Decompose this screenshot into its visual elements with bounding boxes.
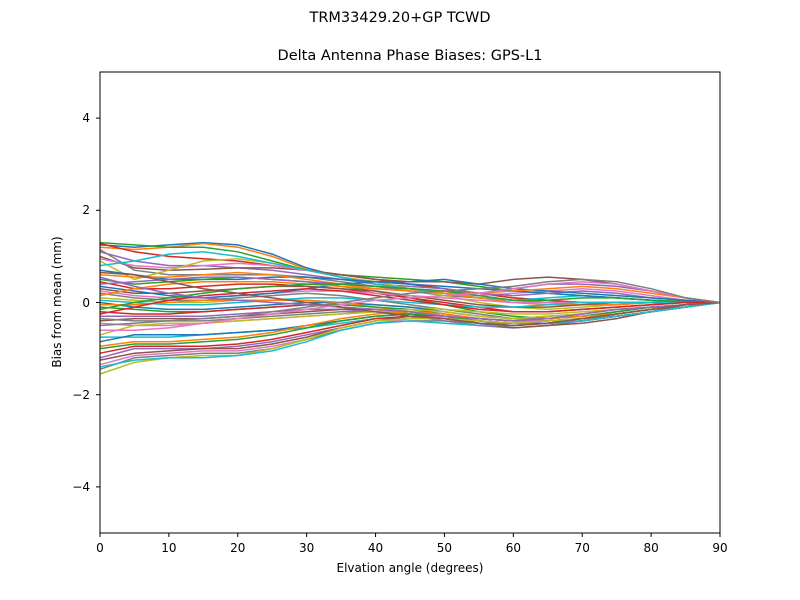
x-tick-label: 10 bbox=[161, 541, 177, 555]
series-line bbox=[99, 297, 720, 308]
x-tick-label: 0 bbox=[96, 541, 104, 555]
data-lines bbox=[99, 241, 721, 375]
y-tick-label: −2 bbox=[72, 387, 90, 402]
tick-marks bbox=[96, 117, 721, 537]
x-tick-label: 20 bbox=[230, 541, 246, 555]
y-tick-label: −4 bbox=[72, 479, 90, 494]
y-tick-label: 0 bbox=[82, 295, 90, 310]
chart-title: Delta Antenna Phase Biases: GPS-L1 bbox=[277, 48, 543, 64]
series-line bbox=[99, 276, 721, 322]
x-tick-label: 70 bbox=[574, 541, 590, 555]
y-tick-label: 4 bbox=[82, 111, 90, 126]
series-line bbox=[99, 283, 721, 311]
y-tick-label: 2 bbox=[82, 203, 90, 218]
figure-suptitle: TRM33429.20+GP TCWD bbox=[309, 10, 491, 26]
series-line bbox=[99, 287, 720, 315]
series-line bbox=[99, 301, 721, 368]
x-tick-label: 80 bbox=[643, 541, 659, 555]
series-line bbox=[100, 281, 721, 331]
x-tick-label: 50 bbox=[436, 541, 453, 555]
x-tick-label: 30 bbox=[299, 541, 315, 555]
x-axis-label: Elvation angle (degrees) bbox=[336, 561, 484, 575]
series-line bbox=[99, 271, 721, 327]
x-tick-label: 90 bbox=[712, 541, 728, 555]
x-tick-label: 40 bbox=[367, 541, 384, 555]
series-line bbox=[99, 281, 721, 304]
series-line bbox=[99, 278, 721, 322]
x-tick-label: 60 bbox=[505, 541, 521, 555]
